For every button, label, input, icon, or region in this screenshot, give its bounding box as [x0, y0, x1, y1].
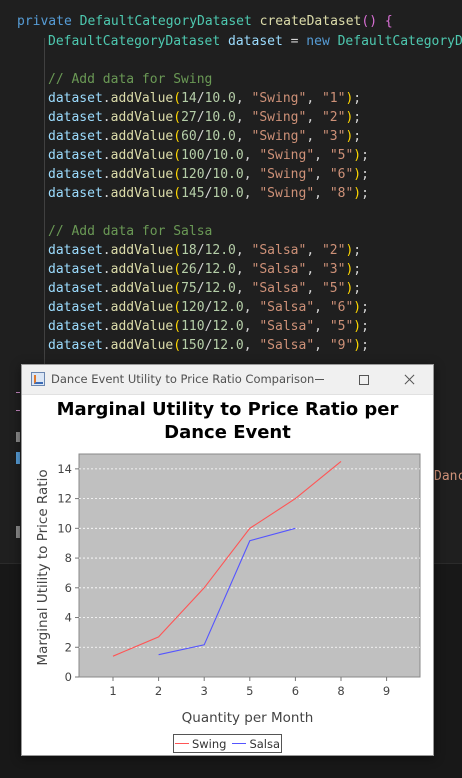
y-tick-label: 4: [65, 611, 72, 625]
legend-label-swing: Swing: [191, 736, 227, 751]
salsa-add-value-line: dataset.addValue(120/12.0, "Salsa", "6")…: [48, 300, 369, 315]
salsa-add-value-line: dataset.addValue(150/12.0, "Salsa", "9")…: [48, 338, 369, 353]
series-line-swing: [112, 461, 342, 657]
plot-area: [78, 453, 421, 678]
legend-label-salsa: Salsa: [249, 736, 281, 751]
code-comment-swing: // Add data for Swing: [48, 72, 213, 87]
swing-add-value-line: dataset.addValue(27/10.0, "Swing", "2");: [48, 110, 362, 125]
code-fragment: [16, 452, 20, 464]
y-tick-label: 10: [57, 521, 72, 535]
swing-add-value-line: dataset.addValue(145/10.0, "Swing", "8")…: [48, 186, 369, 201]
x-tick-label: 9: [383, 684, 390, 698]
chart-title-line-1: Marginal Utility to Price Ratio per: [56, 399, 399, 420]
chart-legend: Swing Salsa: [173, 734, 282, 753]
chart-title-line-2: Dance Event: [164, 422, 291, 443]
y-tick-label: 14: [57, 462, 72, 476]
legend-item-salsa: Salsa: [232, 737, 280, 751]
minimize-icon: [314, 379, 324, 380]
y-axis-label: Marginal Utility to Price Ratio: [35, 469, 51, 665]
code-line-dataset-declaration: DefaultCategoryDataset dataset = new Def…: [48, 34, 462, 49]
legend-swatch-swing: [174, 743, 189, 744]
code-fragment: [16, 410, 20, 411]
code-line-method-signature: private DefaultCategoryDataset createDat…: [17, 14, 393, 29]
x-tick-label: 3: [201, 684, 208, 698]
y-tick-label: 0: [65, 670, 72, 684]
code-fragment: [16, 432, 20, 442]
minimize-button[interactable]: [299, 365, 339, 394]
legend-item-swing: Swing: [174, 736, 227, 751]
x-tick-label: 2: [155, 684, 162, 698]
salsa-add-value-line: dataset.addValue(18/12.0, "Salsa", "2");: [48, 243, 362, 258]
indent-guide: [44, 38, 45, 368]
salsa-add-value-line: dataset.addValue(110/12.0, "Salsa", "5")…: [48, 319, 369, 334]
chart-window[interactable]: Dance Event Utility to Price Ratio Compa…: [21, 364, 434, 756]
code-fragment: [16, 526, 20, 538]
y-tick-label: 2: [65, 640, 72, 654]
swing-add-value-line: dataset.addValue(60/10.0, "Swing", "3");: [48, 129, 362, 144]
partial-code-text: Danc: [434, 469, 462, 484]
code-comment-salsa: // Add data for Salsa: [48, 224, 213, 239]
swing-add-value-line: dataset.addValue(100/10.0, "Swing", "5")…: [48, 148, 369, 163]
window-titlebar[interactable]: Dance Event Utility to Price Ratio Compa…: [22, 365, 433, 395]
x-tick-label: 1: [109, 684, 116, 698]
swing-add-value-line: dataset.addValue(120/10.0, "Swing", "6")…: [48, 167, 369, 182]
x-tick-label: 6: [292, 684, 299, 698]
y-tick-label: 8: [65, 551, 72, 565]
y-tick-label: 12: [57, 492, 72, 506]
chart-title: Marginal Utility to Price Ratio per Danc…: [22, 398, 433, 444]
y-tick-label: 6: [65, 581, 72, 595]
x-tick-label: 8: [337, 684, 344, 698]
java-app-icon: [31, 372, 45, 386]
salsa-add-value-line: dataset.addValue(75/12.0, "Salsa", "5");: [48, 281, 362, 296]
window-title: Dance Event Utility to Price Ratio Compa…: [51, 372, 315, 386]
x-tick-label: 5: [246, 684, 253, 698]
x-axis-label: Quantity per Month: [182, 710, 314, 726]
legend-swatch-salsa: [232, 743, 247, 744]
maximize-button[interactable]: [344, 365, 384, 394]
swing-add-value-line: dataset.addValue(14/10.0, "Swing", "1");: [48, 91, 362, 106]
series-line-salsa: [158, 527, 296, 656]
salsa-add-value-line: dataset.addValue(26/12.0, "Salsa", "3");: [48, 262, 362, 277]
maximize-icon: [359, 374, 369, 385]
code-fragment: [16, 392, 20, 393]
